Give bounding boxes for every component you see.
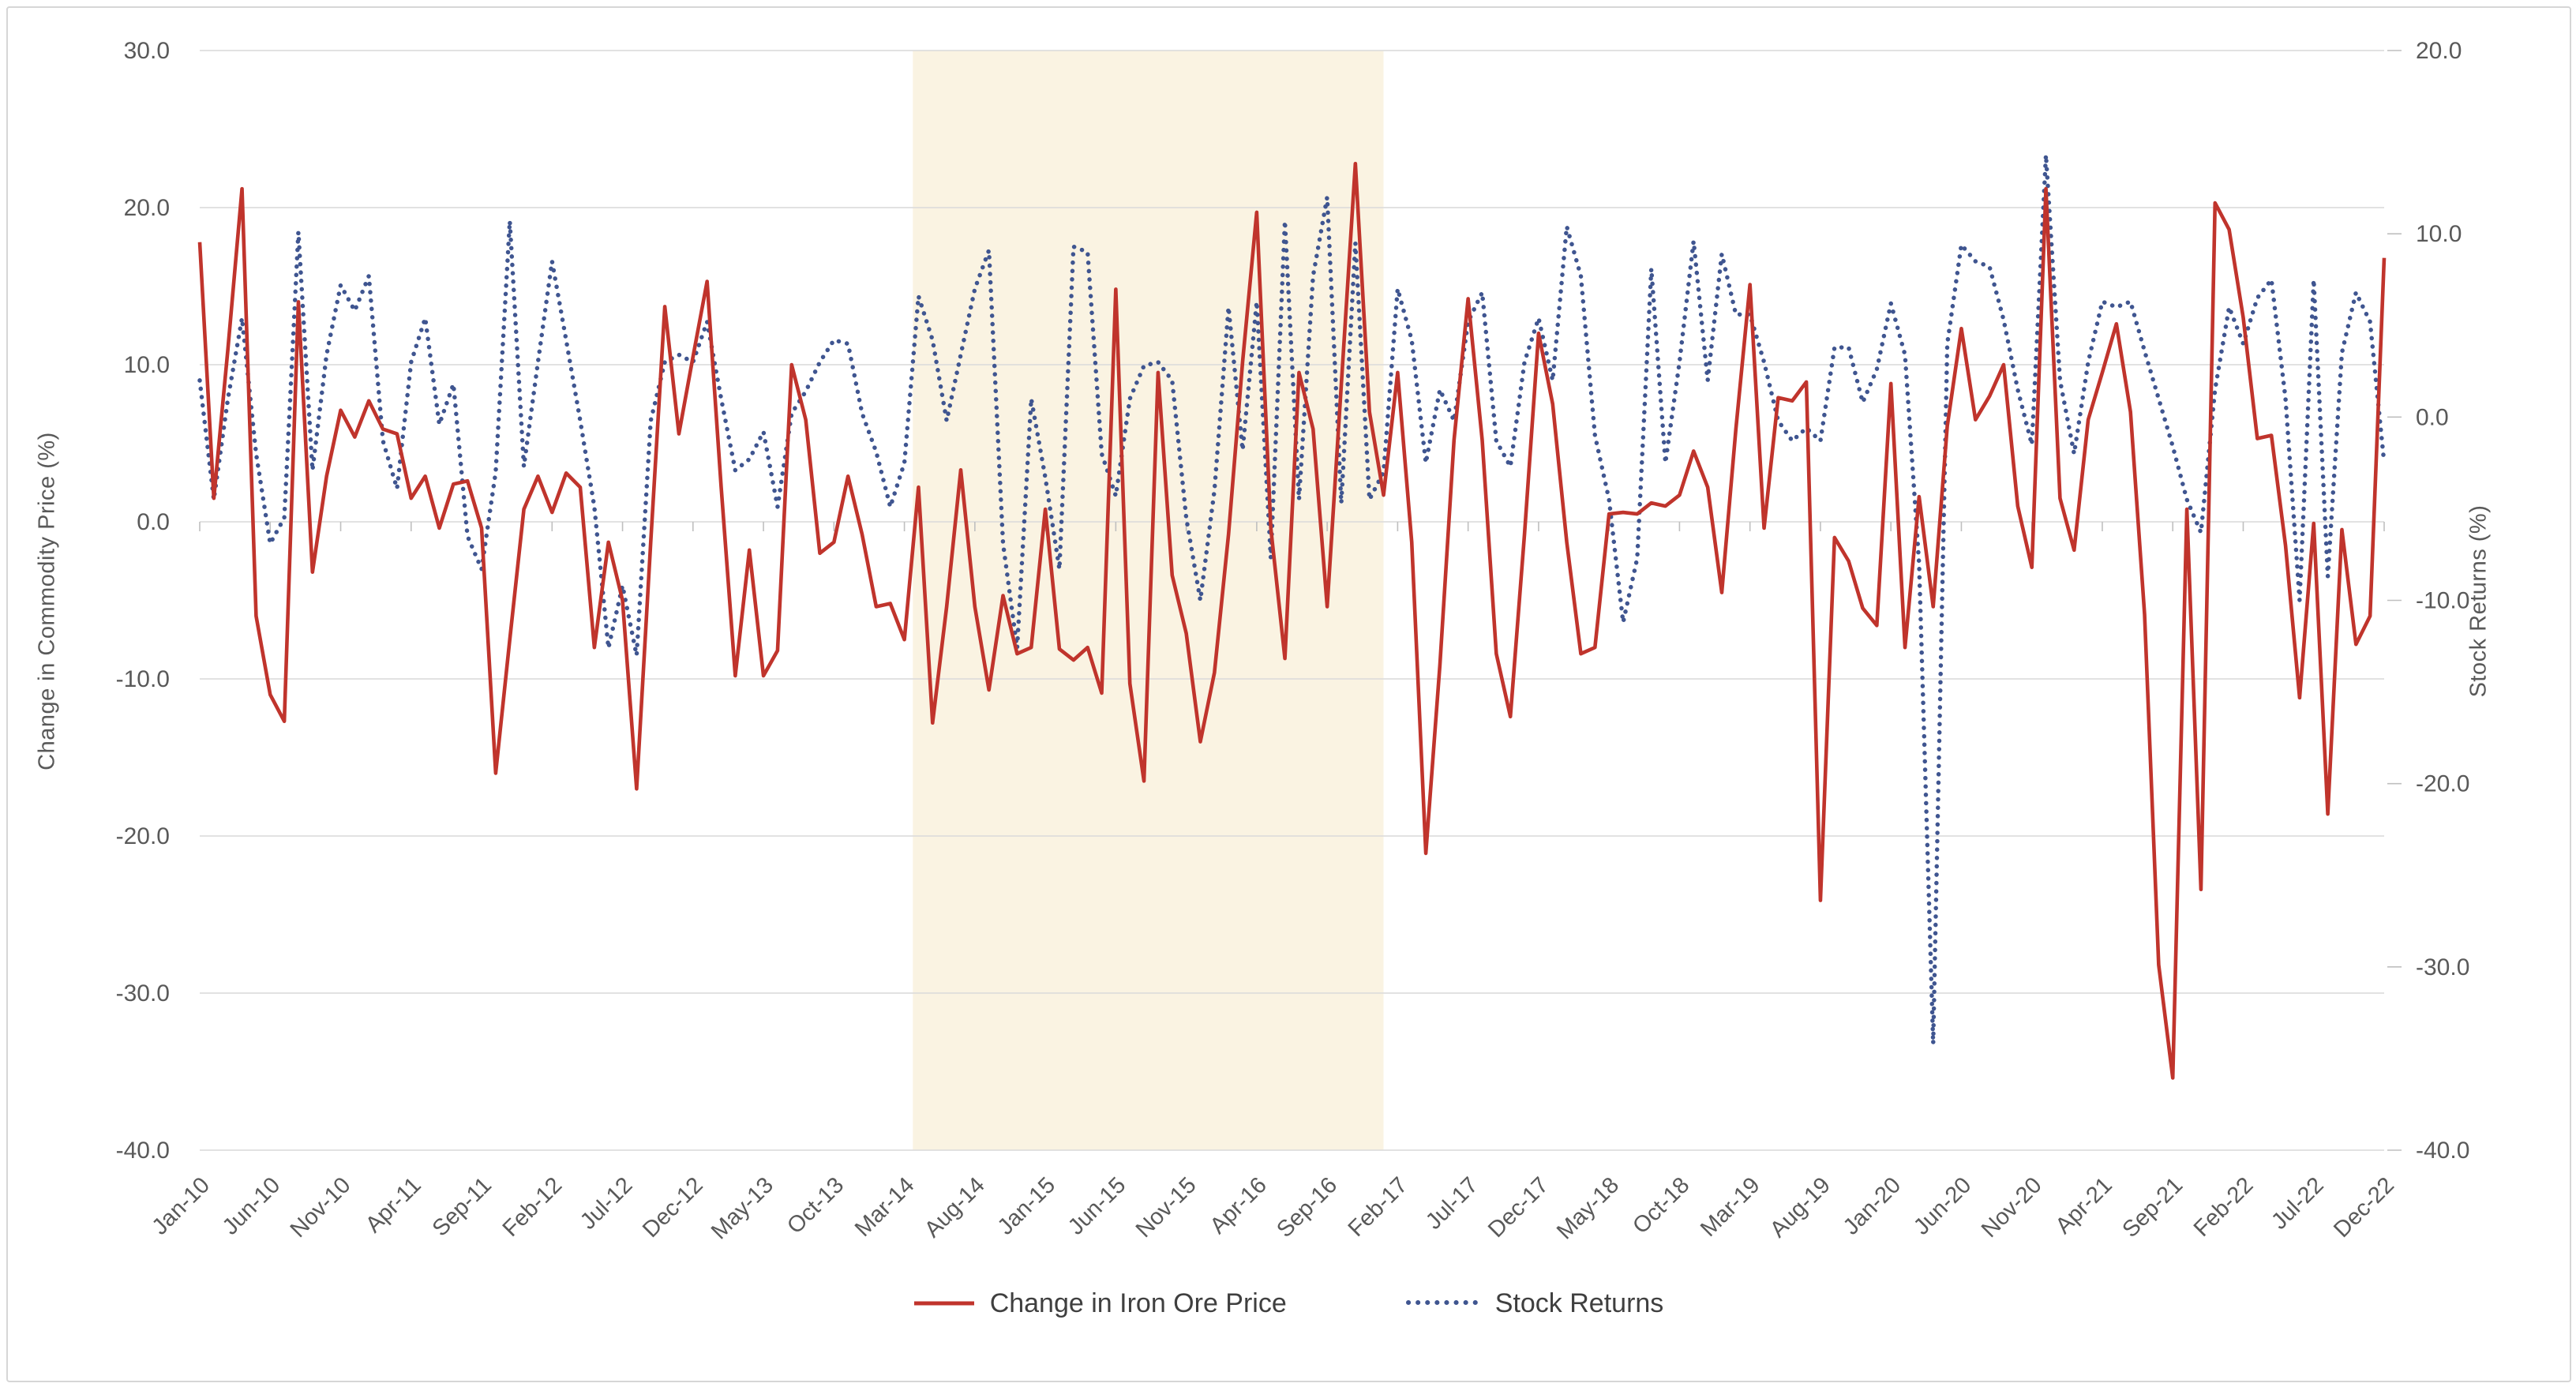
right-axis-tick-label: -10.0 [2416, 588, 2469, 614]
left-axis-tick-label: 10.0 [124, 352, 170, 378]
legend: Change in Iron Ore Price Stock Returns [0, 1288, 2576, 1319]
right-axis-tick-label: -40.0 [2416, 1138, 2469, 1164]
left-axis-tick-label: 20.0 [124, 195, 170, 221]
legend-item-stock-returns: Stock Returns [1405, 1288, 1664, 1319]
legend-item-iron-ore: Change in Iron Ore Price [913, 1288, 1287, 1319]
right-axis-tick-label: 0.0 [2416, 404, 2449, 430]
right-axis-tick-label: -20.0 [2416, 771, 2469, 797]
right-axis-tick-label: 10.0 [2416, 221, 2462, 247]
left-axis-tick-label: -20.0 [116, 823, 170, 849]
iron-ore-price-line [197, 161, 2387, 1080]
right-axis-tick-label: 20.0 [2416, 38, 2462, 64]
blue-dotted-line-icon [1405, 1297, 1481, 1311]
red-solid-line-icon [913, 1297, 976, 1311]
highlight-band [913, 51, 1384, 1150]
left-axis-tick-label: -30.0 [116, 980, 170, 1007]
left-axis-tick-label: 30.0 [124, 38, 170, 64]
chart-outer-border [6, 6, 2571, 1382]
stock-returns-line [197, 152, 2387, 1047]
legend-label-stock-returns: Stock Returns [1494, 1288, 1664, 1318]
right-axis-tick-label: -30.0 [2416, 954, 2469, 980]
left-axis-tick-label: -40.0 [116, 1138, 170, 1164]
left-axis-tick-label: -10.0 [116, 666, 170, 692]
left-axis-tick-label: 0.0 [137, 509, 170, 535]
legend-label-iron-ore: Change in Iron Ore Price [989, 1288, 1287, 1318]
